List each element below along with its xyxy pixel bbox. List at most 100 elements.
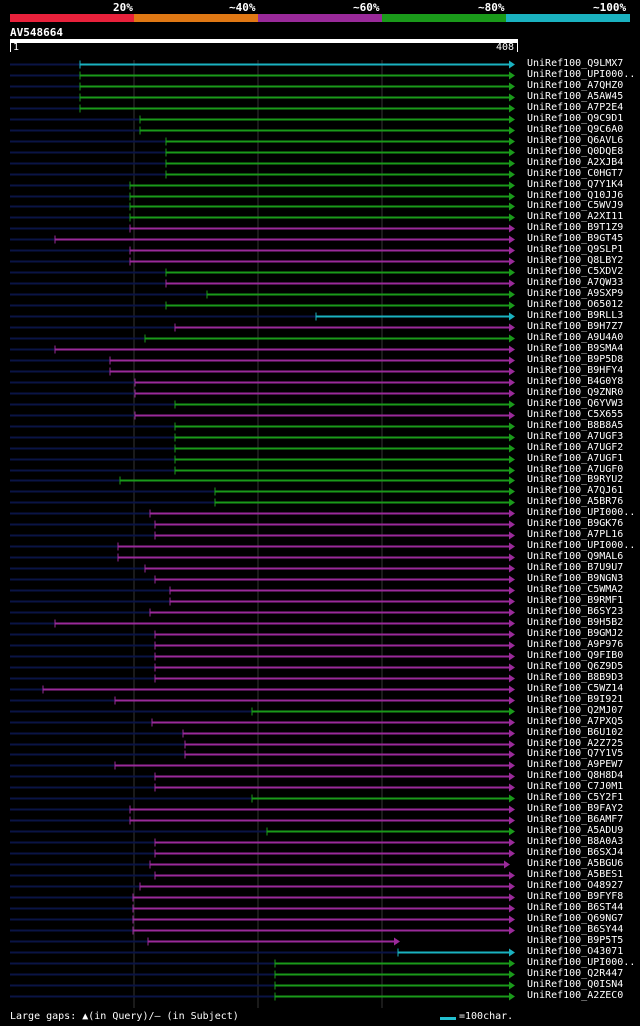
hit-label[interactable]: UniRef100_A7QJ61 <box>527 485 624 496</box>
hit-label[interactable]: UniRef100_A7UGF3 <box>527 431 624 442</box>
hit-label[interactable]: UniRef100_C5WVJ9 <box>527 200 624 211</box>
hit-row[interactable] <box>10 159 515 168</box>
hit-label[interactable]: UniRef100_A7QHZ0 <box>527 80 624 91</box>
hit-label[interactable]: UniRef100_B9GT45 <box>527 233 624 244</box>
hit-label[interactable]: UniRef100_A7UGF1 <box>527 453 624 464</box>
hit-label[interactable]: UniRef100_A7PL16 <box>527 529 624 540</box>
hit-row[interactable] <box>10 444 515 453</box>
hit-label[interactable]: UniRef100_B9H7Z7 <box>527 321 624 332</box>
hit-row[interactable] <box>10 137 515 146</box>
hit-label[interactable]: UniRef100_O43071 <box>527 946 624 957</box>
hit-label[interactable]: UniRef100_Q9ZNR0 <box>527 387 624 398</box>
hit-label[interactable]: UniRef100_A7UGF2 <box>527 442 624 453</box>
hit-label[interactable]: UniRef100_UPI000.. <box>527 69 636 80</box>
hit-row[interactable] <box>10 301 515 310</box>
hit-row[interactable] <box>10 334 515 343</box>
hit-row[interactable] <box>10 181 515 190</box>
hit-row[interactable] <box>10 948 515 957</box>
hit-row[interactable] <box>10 860 510 869</box>
hit-row[interactable] <box>10 279 515 288</box>
hit-row[interactable] <box>10 60 515 69</box>
hit-row[interactable] <box>10 849 515 858</box>
hit-row[interactable] <box>10 838 515 847</box>
hit-label[interactable]: UniRef100_A2XI11 <box>527 211 624 222</box>
hit-row[interactable] <box>10 378 515 387</box>
hit-label[interactable]: UniRef100_Q6AVL6 <box>527 135 624 146</box>
hit-label[interactable]: UniRef100_A2XJB4 <box>527 157 624 168</box>
hit-row[interactable] <box>10 718 515 727</box>
hit-label[interactable]: UniRef100_O65012 <box>527 299 624 310</box>
hit-row[interactable] <box>10 619 515 628</box>
hit-label[interactable]: UniRef100_A5ADU9 <box>527 825 624 836</box>
hit-row[interactable] <box>10 641 515 650</box>
hit-label[interactable]: UniRef100_O48927 <box>527 880 624 891</box>
hit-label[interactable]: UniRef100_A7PXQ5 <box>527 716 624 727</box>
hit-row[interactable] <box>10 345 515 354</box>
hit-row[interactable] <box>10 498 515 507</box>
hit-label[interactable]: UniRef100_B9FAY2 <box>527 803 624 814</box>
hit-label[interactable]: UniRef100_C5XDV2 <box>527 266 624 277</box>
hit-label[interactable]: UniRef100_A2ZEC0 <box>527 990 624 1001</box>
hit-row[interactable] <box>10 82 515 91</box>
hit-label[interactable]: UniRef100_Q9C6A0 <box>527 124 624 135</box>
hit-label[interactable]: UniRef100_B7U9U7 <box>527 562 624 573</box>
hit-row[interactable] <box>10 433 515 442</box>
hit-row[interactable] <box>10 422 515 431</box>
hit-row[interactable] <box>10 290 515 299</box>
hit-label[interactable]: UniRef100_B6U102 <box>527 727 624 738</box>
hit-label[interactable]: UniRef100_A9U4A0 <box>527 332 624 343</box>
hit-label[interactable]: UniRef100_C0HGT7 <box>527 168 624 179</box>
hit-label[interactable]: UniRef100_B6ST44 <box>527 902 624 913</box>
hit-row[interactable] <box>10 455 515 464</box>
hit-label[interactable]: UniRef100_A5AW45 <box>527 91 624 102</box>
hit-row[interactable] <box>10 882 515 891</box>
hit-row[interactable] <box>10 761 515 770</box>
hit-row[interactable] <box>10 268 515 277</box>
hit-label[interactable]: UniRef100_A9SXP9 <box>527 288 624 299</box>
hit-row[interactable] <box>10 246 515 255</box>
hit-row[interactable] <box>10 816 515 825</box>
hit-row[interactable] <box>10 71 515 80</box>
hit-label[interactable]: UniRef100_Q9C9D1 <box>527 113 624 124</box>
hit-row[interactable] <box>10 356 515 365</box>
hit-label[interactable]: UniRef100_C5WMA2 <box>527 584 624 595</box>
hit-label[interactable]: UniRef100_Q69NG7 <box>527 913 624 924</box>
hit-label[interactable]: UniRef100_A9PEW7 <box>527 759 624 770</box>
hit-label[interactable]: UniRef100_Q8H8D4 <box>527 770 624 781</box>
hit-row[interactable] <box>10 926 515 935</box>
hit-label[interactable]: UniRef100_Q7Y1V5 <box>527 748 624 759</box>
hit-row[interactable] <box>10 235 515 244</box>
hit-label[interactable]: UniRef100_B9NGN3 <box>527 573 624 584</box>
hit-label[interactable]: UniRef100_Q0ISN4 <box>527 979 624 990</box>
hit-row[interactable] <box>10 772 515 781</box>
hit-label[interactable]: UniRef100_C7J0M1 <box>527 781 624 792</box>
hit-row[interactable] <box>10 740 515 749</box>
hit-row[interactable] <box>10 871 515 880</box>
hit-label[interactable]: UniRef100_B9FYF8 <box>527 891 624 902</box>
hit-row[interactable] <box>10 389 515 398</box>
hit-label[interactable]: UniRef100_A5BGU6 <box>527 858 624 869</box>
hit-label[interactable]: UniRef100_Q6Z9D5 <box>527 661 624 672</box>
hit-row[interactable] <box>10 992 515 1001</box>
hit-label[interactable]: UniRef100_B6SY23 <box>527 606 624 617</box>
hit-label[interactable]: UniRef100_B6SY44 <box>527 924 624 935</box>
hit-row[interactable] <box>10 487 515 496</box>
hit-row[interactable] <box>10 893 515 902</box>
hit-row[interactable] <box>10 411 515 420</box>
hit-row[interactable] <box>10 827 515 836</box>
hit-label[interactable]: UniRef100_B9RYU2 <box>527 474 624 485</box>
hit-row[interactable] <box>10 630 515 639</box>
hit-row[interactable] <box>10 586 515 595</box>
hit-row[interactable] <box>10 729 515 738</box>
hit-label[interactable]: UniRef100_B9SMA4 <box>527 343 624 354</box>
hit-row[interactable] <box>10 213 515 222</box>
hit-row[interactable] <box>10 575 515 584</box>
hit-row[interactable] <box>10 148 515 157</box>
hit-row[interactable] <box>10 750 515 759</box>
hit-label[interactable]: UniRef100_B9P5T5 <box>527 935 624 946</box>
hit-row[interactable] <box>10 104 515 113</box>
hit-label[interactable]: UniRef100_B9RMF1 <box>527 595 624 606</box>
hit-row[interactable] <box>10 783 515 792</box>
hit-label[interactable]: UniRef100_Q9SLP1 <box>527 244 624 255</box>
hit-label[interactable]: UniRef100_C5X655 <box>527 409 624 420</box>
